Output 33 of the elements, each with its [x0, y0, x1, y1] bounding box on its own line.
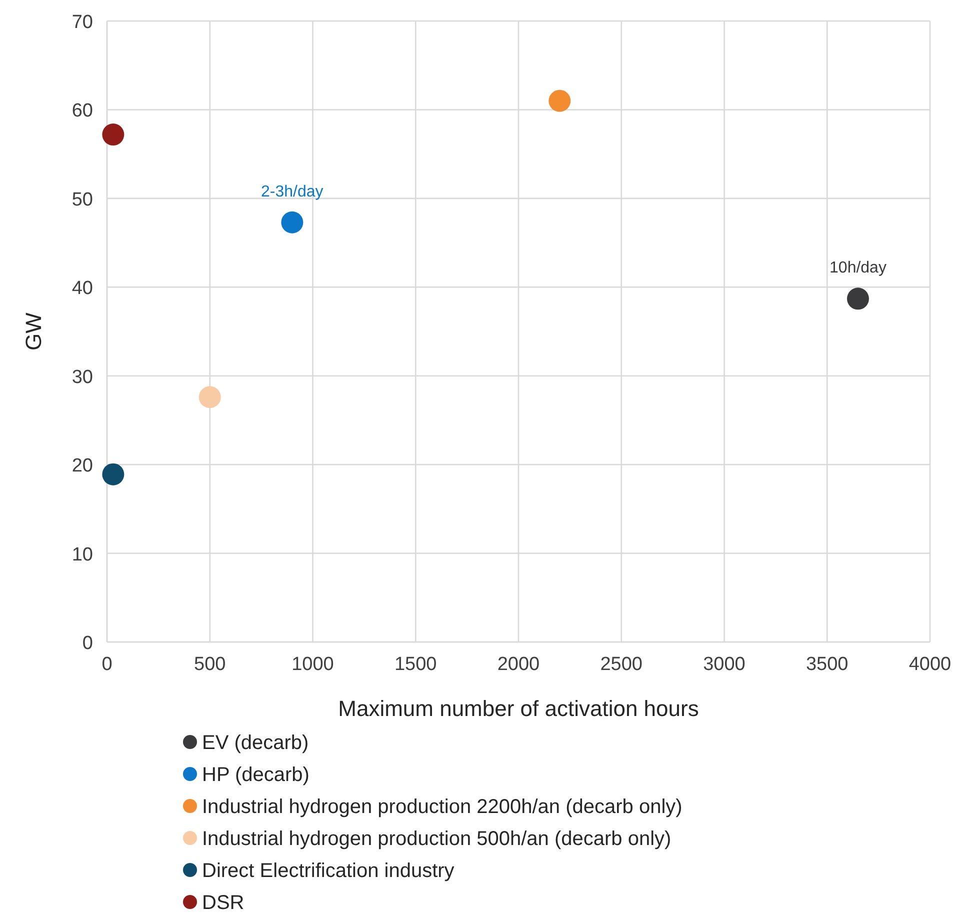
- point: [846, 288, 869, 310]
- x-tick-label: 0: [102, 654, 112, 675]
- point: [102, 463, 124, 486]
- x-tick-label: 2000: [497, 654, 540, 675]
- point: [102, 124, 124, 146]
- x-tick-label: 500: [194, 654, 226, 675]
- y-tick-label: 30: [72, 366, 93, 388]
- y-tick-label: 60: [72, 100, 93, 122]
- y-tick-label: 50: [72, 189, 93, 210]
- x-tick-label: 3500: [806, 654, 848, 675]
- annotation: 2-3h/day: [261, 183, 324, 200]
- legend-label: DSR: [202, 892, 244, 914]
- x-axis-title: Maximum number of activation hours: [338, 696, 699, 721]
- annotation: 10h/day: [830, 260, 886, 277]
- x-tick-label: 1500: [394, 654, 437, 675]
- point: [548, 90, 571, 112]
- y-tick-label: 20: [72, 456, 93, 477]
- x-tick-label: 3000: [703, 654, 746, 675]
- legend-label: Industrial hydrogen production 2200h/an (decarb only): [202, 796, 682, 818]
- legend-label: Direct Electrification industry: [202, 860, 454, 882]
- x-tick-label: 4000: [908, 654, 952, 675]
- legend-label: EV (decarb): [202, 732, 309, 754]
- y-tick-label: 0: [82, 633, 93, 654]
- y-tick-label: 40: [72, 278, 93, 300]
- point: [198, 386, 221, 408]
- point: [281, 211, 304, 234]
- y-tick-label: 10: [72, 544, 93, 566]
- legend-label: Industrial hydrogen production 500h/an (decarb only): [202, 828, 672, 850]
- y-axis-title: GW: [21, 312, 46, 350]
- x-tick-label: 2500: [600, 654, 643, 675]
- x-tick-label: 1000: [292, 654, 334, 675]
- y-tick-label: 70: [72, 12, 93, 33]
- legend-label: HP (decarb): [202, 764, 310, 786]
